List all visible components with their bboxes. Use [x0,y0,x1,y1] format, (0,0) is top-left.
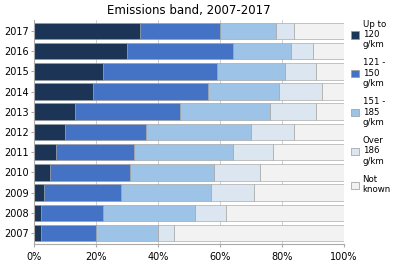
Bar [41,225,96,241]
Bar [158,225,174,241]
Bar [180,103,270,120]
Bar [196,205,226,221]
Bar [285,63,316,80]
Bar [34,164,50,181]
Bar [34,83,93,100]
Bar [34,23,140,39]
Bar [130,164,214,181]
Bar [217,63,285,80]
Bar [50,164,130,181]
Bar [174,225,344,241]
Bar [56,144,134,160]
Bar [226,205,344,221]
Bar [295,23,344,39]
Bar [295,124,344,140]
Bar [146,124,251,140]
Bar [276,23,295,39]
Bar [251,124,295,140]
Bar [313,43,344,59]
Bar [34,63,103,80]
Bar [34,43,127,59]
Bar [233,144,273,160]
Bar [279,83,322,100]
Bar [254,184,344,201]
Bar [93,83,208,100]
Bar [34,184,44,201]
Bar [292,43,313,59]
Bar [273,144,344,160]
Bar [103,63,217,80]
Bar [66,124,146,140]
Bar [121,184,211,201]
Legend: Up to
120
g/km, 121 -
150
g/km, 151 -
185
g/km, Over
186
g/km, Not
known: Up to 120 g/km, 121 - 150 g/km, 151 - 18… [352,19,391,194]
Bar [220,23,276,39]
Bar [103,205,196,221]
Bar [316,103,344,120]
Bar [75,103,180,120]
Bar [211,184,254,201]
Bar [214,164,260,181]
Bar [208,83,279,100]
Bar [44,184,121,201]
Title: Emissions band, 2007-2017: Emissions band, 2007-2017 [107,4,271,17]
Bar [134,144,233,160]
Bar [41,205,103,221]
Bar [233,43,292,59]
Bar [96,225,158,241]
Bar [34,225,41,241]
Bar [140,23,220,39]
Bar [270,103,316,120]
Bar [34,144,56,160]
Bar [260,164,344,181]
Bar [316,63,344,80]
Bar [34,205,41,221]
Bar [34,103,75,120]
Bar [127,43,233,59]
Bar [322,83,344,100]
Bar [34,124,66,140]
